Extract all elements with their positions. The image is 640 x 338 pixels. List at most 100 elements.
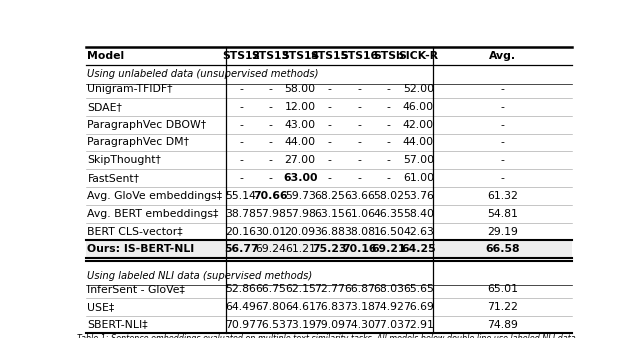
- Text: 66.75: 66.75: [255, 284, 286, 294]
- Text: 29.19: 29.19: [487, 226, 518, 237]
- Text: Model: Model: [88, 51, 125, 61]
- Text: -: -: [239, 173, 243, 183]
- Text: USE‡: USE‡: [88, 302, 115, 312]
- Text: 54.81: 54.81: [487, 209, 518, 219]
- Text: -: -: [500, 173, 504, 183]
- Text: -: -: [239, 138, 243, 147]
- Text: SICK-R: SICK-R: [398, 51, 438, 61]
- Text: 69.24: 69.24: [255, 244, 286, 255]
- Text: SBERT-NLI‡: SBERT-NLI‡: [88, 319, 148, 330]
- Text: -: -: [269, 120, 273, 129]
- Text: -: -: [500, 138, 504, 147]
- Text: -: -: [328, 173, 332, 183]
- Text: 55.14: 55.14: [226, 191, 257, 201]
- Text: -: -: [500, 155, 504, 165]
- Text: -: -: [239, 120, 243, 129]
- Text: -: -: [269, 173, 273, 183]
- Text: -: -: [328, 102, 332, 112]
- Text: -: -: [328, 84, 332, 94]
- Text: 62.15: 62.15: [285, 284, 316, 294]
- Text: -: -: [357, 155, 361, 165]
- Text: 30.01: 30.01: [255, 226, 286, 237]
- Text: 74.92: 74.92: [373, 302, 404, 312]
- Text: -: -: [269, 102, 273, 112]
- Text: 52.00: 52.00: [403, 84, 434, 94]
- Text: SkipThought†: SkipThought†: [88, 155, 161, 165]
- Text: STSb: STSb: [374, 51, 404, 61]
- Text: 61.21: 61.21: [285, 244, 316, 255]
- Text: FastSent†: FastSent†: [88, 173, 140, 183]
- Text: -: -: [500, 120, 504, 129]
- Text: 38.08: 38.08: [344, 226, 375, 237]
- Text: 58.00: 58.00: [285, 84, 316, 94]
- Text: -: -: [387, 84, 391, 94]
- Text: 63.15: 63.15: [314, 209, 345, 219]
- Text: 63.66: 63.66: [344, 191, 375, 201]
- Text: 20.09: 20.09: [285, 226, 316, 237]
- Text: 74.30: 74.30: [344, 319, 375, 330]
- Text: -: -: [269, 138, 273, 147]
- Text: -: -: [328, 155, 332, 165]
- Text: 38.78: 38.78: [226, 209, 257, 219]
- Text: 58.02: 58.02: [373, 191, 404, 201]
- Bar: [86, 241, 572, 258]
- Text: 70.66: 70.66: [253, 191, 288, 201]
- Text: -: -: [357, 120, 361, 129]
- Text: -: -: [387, 138, 391, 147]
- Text: 52.86: 52.86: [226, 284, 257, 294]
- Text: 44.00: 44.00: [285, 138, 316, 147]
- Text: 61.06: 61.06: [344, 209, 375, 219]
- Text: -: -: [500, 102, 504, 112]
- Text: Ours: IS-BERT-NLI: Ours: IS-BERT-NLI: [88, 244, 195, 255]
- Text: Avg.: Avg.: [489, 51, 516, 61]
- Text: 79.09: 79.09: [314, 319, 345, 330]
- Text: 69.21: 69.21: [372, 244, 406, 255]
- Text: -: -: [357, 102, 361, 112]
- Text: 12.00: 12.00: [285, 102, 316, 112]
- Text: 73.18: 73.18: [344, 302, 375, 312]
- Text: 36.88: 36.88: [314, 226, 345, 237]
- Text: 66.58: 66.58: [485, 244, 520, 255]
- Text: BERT CLS-vector‡: BERT CLS-vector‡: [88, 226, 183, 237]
- Text: -: -: [357, 173, 361, 183]
- Text: -: -: [387, 173, 391, 183]
- Text: 76.69: 76.69: [403, 302, 434, 312]
- Text: SDAE†: SDAE†: [88, 102, 122, 112]
- Text: 76.53: 76.53: [255, 319, 286, 330]
- Text: -: -: [239, 84, 243, 94]
- Text: 42.63: 42.63: [403, 226, 434, 237]
- Text: 57.98: 57.98: [255, 209, 286, 219]
- Text: 77.03: 77.03: [373, 319, 404, 330]
- Text: 64.61: 64.61: [285, 302, 316, 312]
- Text: 76.83: 76.83: [314, 302, 345, 312]
- Text: STS12: STS12: [222, 51, 260, 61]
- Text: 58.40: 58.40: [403, 209, 434, 219]
- Text: STS13: STS13: [252, 51, 290, 61]
- Text: 46.00: 46.00: [403, 102, 434, 112]
- Text: -: -: [387, 155, 391, 165]
- Text: Avg. BERT embeddings‡: Avg. BERT embeddings‡: [88, 209, 219, 219]
- Text: 63.00: 63.00: [283, 173, 317, 183]
- Text: 64.25: 64.25: [401, 244, 436, 255]
- Text: 71.22: 71.22: [487, 302, 518, 312]
- Text: 65.01: 65.01: [487, 284, 518, 294]
- Text: 72.77: 72.77: [314, 284, 345, 294]
- Text: 57.00: 57.00: [403, 155, 434, 165]
- Text: 57.98: 57.98: [285, 209, 316, 219]
- Text: 68.25: 68.25: [314, 191, 345, 201]
- Text: STS15: STS15: [311, 51, 349, 61]
- Text: 68.03: 68.03: [373, 284, 404, 294]
- Text: ParagraphVec DBOW†: ParagraphVec DBOW†: [88, 120, 207, 129]
- Text: 44.00: 44.00: [403, 138, 434, 147]
- Text: 27.00: 27.00: [285, 155, 316, 165]
- Text: 53.76: 53.76: [403, 191, 434, 201]
- Text: 46.35: 46.35: [373, 209, 404, 219]
- Text: 75.23: 75.23: [312, 244, 347, 255]
- Text: -: -: [357, 84, 361, 94]
- Text: 61.32: 61.32: [487, 191, 518, 201]
- Text: -: -: [387, 120, 391, 129]
- Text: 43.00: 43.00: [285, 120, 316, 129]
- Text: 67.80: 67.80: [255, 302, 286, 312]
- Text: 65.65: 65.65: [403, 284, 434, 294]
- Text: -: -: [387, 102, 391, 112]
